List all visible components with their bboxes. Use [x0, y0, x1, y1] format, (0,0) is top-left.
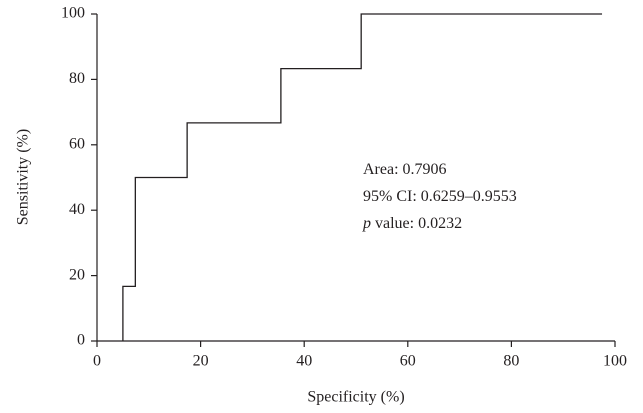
y-tick-label: 60 [69, 135, 85, 152]
annotation-part: 95% CI: 0.6259–0.9553 [363, 188, 517, 205]
x-tick-label: 100 [603, 353, 627, 370]
y-tick-label: 0 [77, 332, 85, 349]
x-tick-label: 60 [400, 353, 416, 370]
x-tick-label: 40 [296, 353, 312, 370]
y-tick-label: 20 [69, 266, 85, 283]
annotation-part: Area: 0.7906 [363, 161, 447, 178]
annotation: Area: 0.7906 [363, 161, 447, 178]
x-tick-label: 20 [193, 353, 209, 370]
annotation: p value: 0.0232 [362, 215, 462, 232]
x-tick-label: 80 [503, 353, 519, 370]
y-tick-label: 100 [61, 5, 85, 22]
annotation-part: value: 0.0232 [371, 215, 462, 232]
y-axis-label: Sensitivity (%) [15, 129, 32, 225]
y-tick-label: 40 [69, 201, 85, 218]
x-tick-label: 0 [93, 353, 101, 370]
annotation-part: p [362, 215, 371, 232]
annotation: 95% CI: 0.6259–0.9553 [363, 188, 517, 205]
x-axis-label: Specificity (%) [307, 389, 404, 406]
roc-curve [122, 13, 603, 341]
y-tick-label: 80 [69, 70, 85, 87]
